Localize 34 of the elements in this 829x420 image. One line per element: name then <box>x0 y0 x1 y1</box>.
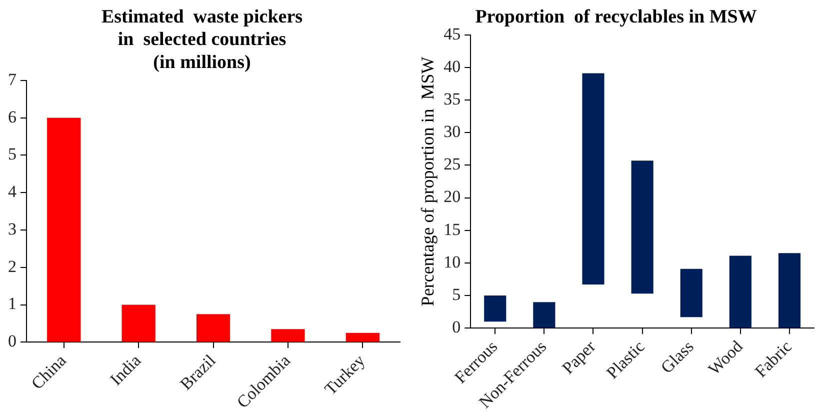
y-tick-label: 10 <box>444 252 461 272</box>
x-tick-label: India <box>106 350 145 390</box>
bar <box>122 304 156 342</box>
bar <box>47 118 81 342</box>
bar <box>533 302 556 328</box>
y-tick-label: 5 <box>452 285 461 304</box>
bar <box>346 332 380 342</box>
y-tick-label: 35 <box>444 89 461 108</box>
y-tick-label: 5 <box>8 144 16 164</box>
y-tick-label: 15 <box>444 220 461 239</box>
y-tick-label: 3 <box>8 219 16 238</box>
y-tick-label: 20 <box>444 187 461 206</box>
y-tick-label: 25 <box>444 154 461 174</box>
chart-title: Proportion of recyclables in MSW <box>475 6 757 28</box>
y-tick-label: 30 <box>444 122 461 142</box>
bar <box>271 329 305 342</box>
bar <box>631 160 654 294</box>
y-tick-label: 4 <box>8 182 17 202</box>
y-tick-label: 6 <box>8 107 16 126</box>
chart-title: Estimated waste pickers in selected countries (in millions) <box>101 6 303 73</box>
y-axis-title: Percentage of proportion in MSW <box>418 56 438 306</box>
bar <box>196 314 230 342</box>
bar <box>680 268 702 318</box>
y-tick-label: 40 <box>444 56 461 76</box>
y-tick-label: 0 <box>8 332 16 351</box>
bar <box>582 73 604 284</box>
bar <box>484 296 506 322</box>
y-tick-label: 7 <box>8 70 17 89</box>
bar <box>778 253 801 328</box>
y-tick-label: 45 <box>444 24 461 44</box>
y-tick-label: 1 <box>8 294 16 314</box>
bar <box>729 256 752 328</box>
y-tick-label: 2 <box>8 256 16 276</box>
y-tick-label: 0 <box>452 318 461 337</box>
